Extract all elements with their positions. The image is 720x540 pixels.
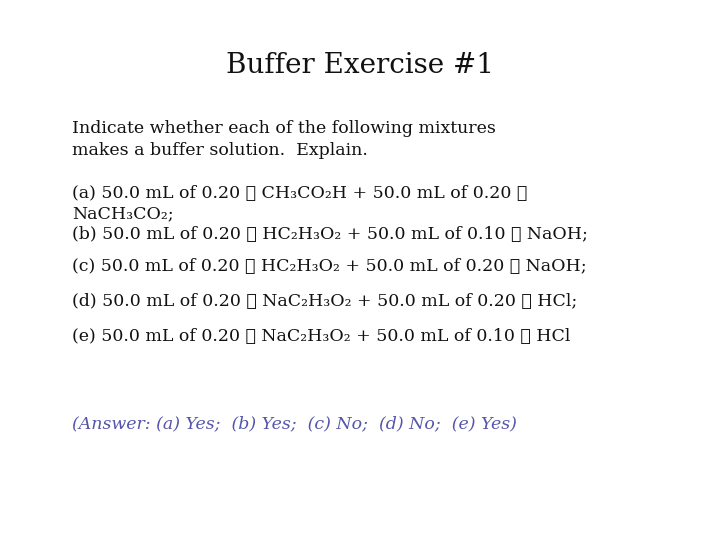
Text: (d) 50.0 mL of 0.20 ℳ NaC₂H₃O₂ + 50.0 mL of 0.20 ℳ HCl;: (d) 50.0 mL of 0.20 ℳ NaC₂H₃O₂ + 50.0 mL… xyxy=(72,293,577,310)
Text: (Answer: (a) Yes;  (b) Yes;  (c) No;  (d) No;  (e) Yes): (Answer: (a) Yes; (b) Yes; (c) No; (d) N… xyxy=(72,415,517,432)
Text: (b) 50.0 mL of 0.20 ℳ HC₂H₃O₂ + 50.0 mL of 0.10 ℳ NaOH;: (b) 50.0 mL of 0.20 ℳ HC₂H₃O₂ + 50.0 mL … xyxy=(72,226,588,243)
Text: NaCH₃CO₂;: NaCH₃CO₂; xyxy=(72,205,174,222)
Text: makes a buffer solution.  Explain.: makes a buffer solution. Explain. xyxy=(72,142,368,159)
Text: Buffer Exercise #1: Buffer Exercise #1 xyxy=(226,52,494,79)
Text: Indicate whether each of the following mixtures: Indicate whether each of the following m… xyxy=(72,120,496,137)
Text: (a) 50.0 mL of 0.20 ℳ CH₃CO₂H + 50.0 mL of 0.20 ℳ: (a) 50.0 mL of 0.20 ℳ CH₃CO₂H + 50.0 mL … xyxy=(72,185,527,202)
Text: (e) 50.0 mL of 0.20 ℳ NaC₂H₃O₂ + 50.0 mL of 0.10 ℳ HCl: (e) 50.0 mL of 0.20 ℳ NaC₂H₃O₂ + 50.0 mL… xyxy=(72,328,570,345)
Text: (c) 50.0 mL of 0.20 ℳ HC₂H₃O₂ + 50.0 mL of 0.20 ℳ NaOH;: (c) 50.0 mL of 0.20 ℳ HC₂H₃O₂ + 50.0 mL … xyxy=(72,258,587,275)
